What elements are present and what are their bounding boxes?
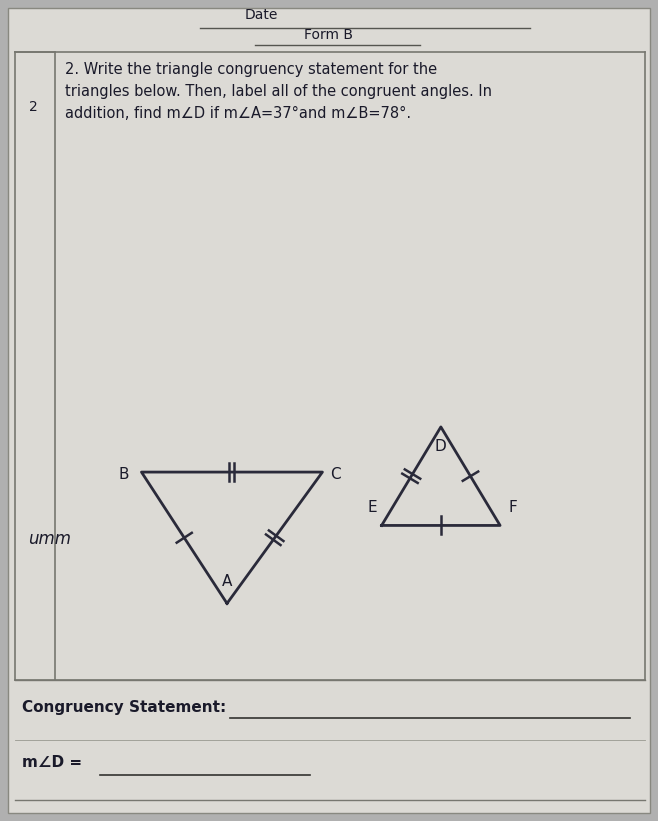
Text: A: A xyxy=(222,575,232,589)
Text: B: B xyxy=(119,466,130,482)
Text: 2: 2 xyxy=(29,100,38,114)
Text: F: F xyxy=(508,501,517,516)
FancyBboxPatch shape xyxy=(8,8,650,813)
Text: C: C xyxy=(330,466,341,482)
Text: m∠D =: m∠D = xyxy=(22,755,82,770)
Text: umm: umm xyxy=(28,530,71,548)
Text: E: E xyxy=(367,501,376,516)
Text: Congruency Statement:: Congruency Statement: xyxy=(22,700,226,715)
Text: Form B: Form B xyxy=(305,28,353,42)
Text: D: D xyxy=(435,439,447,454)
Text: Date: Date xyxy=(245,8,278,22)
Text: 2. Write the triangle congruency statement for the
triangles below. Then, label : 2. Write the triangle congruency stateme… xyxy=(65,62,492,122)
